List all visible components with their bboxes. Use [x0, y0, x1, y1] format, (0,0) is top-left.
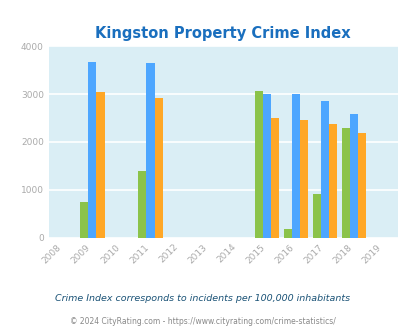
Text: Crime Index corresponds to incidents per 100,000 inhabitants: Crime Index corresponds to incidents per… — [55, 294, 350, 303]
Bar — [154, 98, 162, 238]
Bar — [254, 91, 262, 238]
Bar — [283, 229, 291, 238]
Title: Kingston Property Crime Index: Kingston Property Crime Index — [95, 26, 350, 41]
Bar — [312, 194, 320, 238]
Bar — [146, 63, 154, 238]
Bar — [88, 61, 96, 238]
Bar — [262, 94, 271, 238]
Bar — [328, 124, 337, 238]
Bar — [138, 171, 146, 238]
Text: © 2024 CityRating.com - https://www.cityrating.com/crime-statistics/: © 2024 CityRating.com - https://www.city… — [70, 317, 335, 326]
Bar — [299, 120, 307, 238]
Bar — [358, 133, 366, 238]
Bar — [271, 118, 279, 238]
Bar — [341, 127, 349, 238]
Bar — [291, 94, 299, 238]
Bar — [96, 92, 104, 238]
Bar — [349, 114, 358, 238]
Bar — [320, 101, 328, 238]
Bar — [80, 202, 88, 238]
